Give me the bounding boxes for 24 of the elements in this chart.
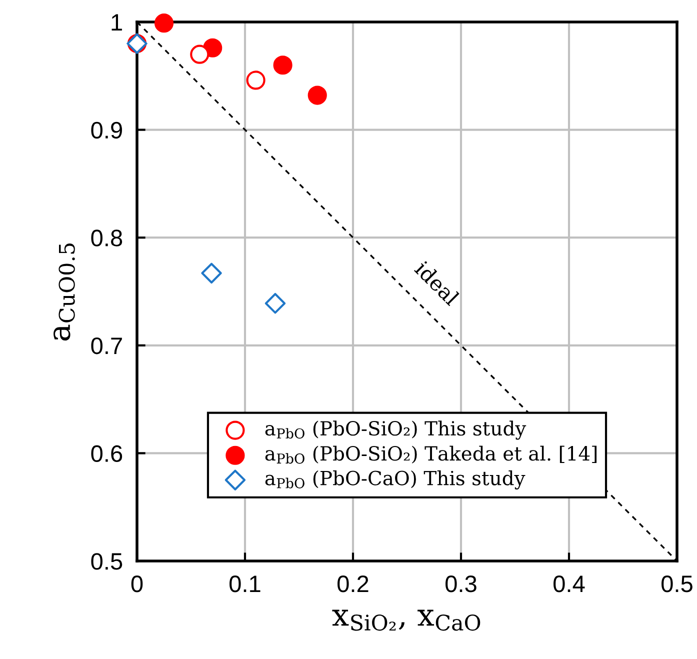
point	[308, 86, 327, 105]
y-tick-label: 0.9	[91, 122, 122, 139]
y-axis-title: a$_{CuO0.5}$	[54, 244, 75, 341]
point	[154, 14, 174, 33]
y-tick-label: 0.6	[91, 445, 122, 462]
y-tick-label: 0.5	[91, 553, 122, 570]
y-tick-label: 0.8	[91, 230, 122, 246]
y-tick-label: 0.7	[91, 337, 122, 354]
point	[264, 292, 286, 314]
point	[201, 262, 222, 284]
point	[273, 56, 292, 75]
x-tick-label: 0	[131, 576, 143, 592]
legend-label: a$_{PbO}$ (PbO-SiO₂) This study	[265, 420, 526, 440]
x-tick-label: 0.2	[338, 576, 368, 592]
point	[246, 70, 266, 90]
x-tick-label: 0.5	[662, 576, 692, 592]
x-tick-label: 0.4	[554, 576, 585, 592]
x-tick-label: 0.1	[230, 576, 260, 592]
point	[190, 44, 210, 64]
x-tick-label: 0.3	[446, 576, 476, 592]
y-tick-label: 1	[112, 14, 122, 31]
x-axis-title: x$_{SiO₂}$, x$_{CaO}$	[332, 610, 480, 631]
legend-label: a$_{PbO}$ (PbO-SiO₂) Takeda et al. [14]	[265, 446, 597, 464]
legend-label: a$_{PbO}$ (PbO-CaO) This study	[265, 470, 526, 490]
